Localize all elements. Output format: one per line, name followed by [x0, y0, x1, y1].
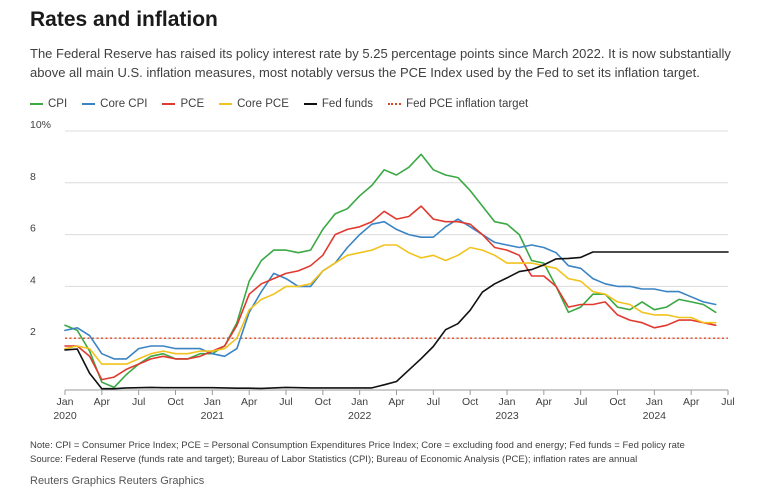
- series-line-core-pce: [64, 244, 717, 365]
- x-tick-label-2020-01: Jan: [57, 396, 74, 408]
- x-tick-label-2020-10: Oct: [167, 396, 183, 408]
- legend-swatch-pce: [162, 103, 176, 105]
- legend-swatch-core-pce: [219, 103, 233, 105]
- y-tick-label-8: 8: [30, 171, 36, 183]
- legend-label-pce: PCE: [180, 98, 205, 110]
- series-line-cpi: [64, 153, 717, 389]
- x-tick-label-2024-01: Jan: [646, 396, 663, 408]
- chart-subtitle: The Federal Reserve has raised its polic…: [30, 46, 731, 80]
- legend-swatch-fed-funds: [303, 103, 317, 105]
- x-tick-label-2020-07: Jul: [132, 396, 145, 408]
- x-year-label-2021: 2021: [201, 410, 225, 422]
- x-year-label-2022: 2022: [348, 410, 372, 422]
- x-tick-label-2023-01: Jan: [499, 396, 516, 408]
- x-tick-label-2021-10: Oct: [315, 396, 331, 408]
- legend-label-core-cpi: Core CPI: [100, 98, 148, 110]
- series-line-fed-funds: [64, 251, 729, 390]
- legend-label-core-pce: Core PCE: [237, 98, 289, 110]
- x-tick-label-2022-07: Jul: [427, 396, 440, 408]
- y-tick-label-4: 4: [30, 274, 36, 286]
- series-line-pce: [64, 205, 717, 381]
- footnote-source: Source: Federal Reserve (funds rate and …: [30, 454, 638, 465]
- x-tick-label-2023-04: Apr: [536, 396, 553, 408]
- x-tick-label-2021-04: Apr: [241, 396, 258, 408]
- x-tick-label-2024-07: Jul: [721, 396, 734, 408]
- legend-swatch-fed-pce-inflation-target: [388, 103, 402, 105]
- legend-swatch-cpi: [30, 103, 43, 105]
- legend-item-pce: PCE: [162, 98, 204, 110]
- chart-title: Rates and inflation: [30, 8, 218, 31]
- x-tick-label-2023-07: Jul: [574, 396, 587, 408]
- credit-line: Reuters Graphics Reuters Graphics: [30, 475, 205, 487]
- legend-item-cpi: CPI: [30, 98, 67, 110]
- legend-item-fed-funds: Fed funds: [303, 98, 374, 110]
- chart-legend: CPI Core CPI PCE Core PCE Fed funds Fed PCE i…: [30, 98, 543, 110]
- x-year-label-2020: 2020: [53, 410, 77, 422]
- legend-label-cpi: CPI: [48, 98, 68, 110]
- x-tick-label-2023-10: Oct: [609, 396, 625, 408]
- legend-item-fed-pce-inflation-target: Fed PCE inflation target: [388, 98, 528, 110]
- x-tick-label-2024-04: Apr: [683, 396, 700, 408]
- legend-label-fed-funds: Fed funds: [321, 98, 374, 110]
- legend-label-fed-pce-inflation-target: Fed PCE inflation target: [406, 98, 529, 110]
- x-year-label-2024: 2024: [643, 410, 667, 422]
- x-year-label-2023: 2023: [495, 410, 519, 422]
- x-tick-label-2022-10: Oct: [462, 396, 478, 408]
- legend-swatch-core-cpi: [82, 103, 96, 105]
- x-tick-label-2021-01: Jan: [204, 396, 221, 408]
- y-tick-label-2: 2: [30, 326, 36, 338]
- legend-item-core-cpi: Core CPI: [82, 98, 147, 110]
- footnote-note: Note: CPI = Consumer Price Index; PCE = …: [30, 440, 685, 451]
- y-tick-label-6: 6: [30, 223, 36, 235]
- x-tick-label-2022-04: Apr: [388, 396, 405, 408]
- legend-item-core-pce: Core PCE: [219, 98, 289, 110]
- series-line-core-cpi: [64, 218, 717, 360]
- x-tick-label-2021-07: Jul: [279, 396, 292, 408]
- x-tick-label-2020-04: Apr: [94, 396, 111, 408]
- x-tick-label-2022-01: Jan: [351, 396, 368, 408]
- y-tick-label-10: 10%: [30, 119, 51, 131]
